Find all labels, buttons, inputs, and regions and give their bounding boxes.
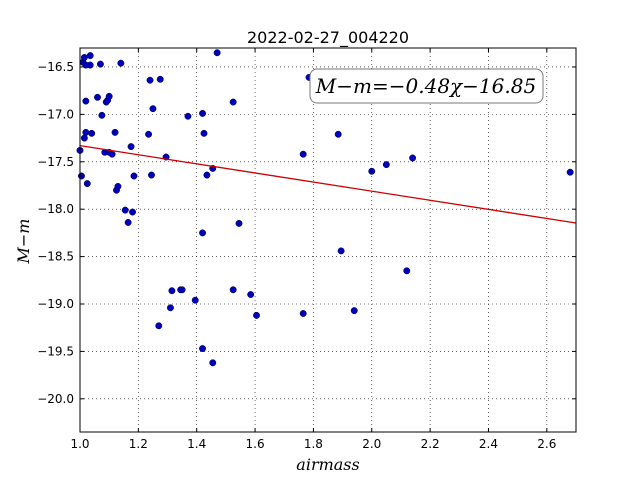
data-point (156, 75, 164, 83)
fit-line (79, 145, 577, 224)
data-point (299, 310, 307, 317)
data-point (121, 206, 129, 214)
data-point (203, 171, 211, 179)
annotation-box: M−m=−0.48χ−16.85 (309, 68, 544, 104)
data-point (130, 172, 138, 180)
data-point (247, 291, 255, 298)
x-tick-label: 1.6 (246, 437, 265, 451)
y-axis-label: M−m (14, 219, 33, 265)
data-point (146, 76, 154, 84)
x-tick-label: 2.0 (362, 437, 381, 451)
y-tick-label: −18.0 (37, 202, 74, 216)
data-point (213, 49, 221, 57)
data-point (127, 143, 135, 151)
y-tick-label: −20.0 (37, 392, 74, 406)
x-tick-label: 2.6 (537, 437, 556, 451)
x-tick-label: 2.4 (479, 437, 498, 451)
data-point (566, 168, 574, 176)
data-point (200, 129, 208, 137)
data-point (78, 172, 85, 180)
y-tick-label: −17.0 (37, 107, 74, 121)
data-point (86, 52, 94, 60)
data-point (350, 307, 358, 315)
data-point (114, 182, 122, 190)
x-tick-label: 1.2 (129, 437, 148, 451)
data-point (124, 219, 132, 226)
data-point (235, 219, 243, 227)
x-tick-label: 1.0 (70, 437, 89, 451)
data-point (117, 59, 125, 67)
data-point (149, 105, 157, 113)
data-point (199, 229, 206, 237)
data-point (337, 247, 345, 255)
data-point (98, 111, 106, 119)
chart-title: 2022-02-27_004220 (247, 28, 409, 48)
axis-ticks: 1.0 1.2 1.4 1.6 1.8 2.0 2.2 2.4 2.6 −16.5 −17.0 −17… (37, 48, 576, 451)
data-point (148, 171, 155, 179)
data-point (368, 167, 376, 175)
data-point (334, 130, 342, 138)
data-point (96, 60, 104, 68)
data-point (83, 180, 91, 188)
data-point (145, 130, 153, 138)
data-point (111, 128, 119, 136)
data-point (80, 134, 88, 142)
y-tick-label: −17.5 (37, 155, 74, 169)
data-point (88, 129, 96, 137)
data-point (155, 322, 163, 330)
data-point (94, 93, 101, 101)
data-point (229, 98, 237, 106)
fit-equation: M−m=−0.48χ−16.85 (315, 74, 536, 98)
data-point (253, 311, 260, 319)
data-point (86, 61, 94, 69)
data-point (105, 92, 113, 100)
data-point (178, 286, 186, 294)
y-tick-label: −19.0 (37, 297, 74, 311)
data-point (382, 161, 390, 169)
data-point (129, 208, 136, 216)
x-tick-label: 1.8 (304, 437, 323, 451)
x-tick-label: 1.4 (187, 437, 206, 451)
data-point (191, 296, 199, 304)
data-point (168, 287, 176, 295)
fit-line-group (79, 145, 577, 224)
data-point (403, 267, 411, 275)
y-tick-label: −18.5 (37, 250, 74, 264)
data-point (82, 128, 90, 136)
data-point (199, 345, 206, 353)
data-point (299, 150, 307, 158)
data-point (199, 109, 206, 117)
plot-frame (79, 47, 577, 433)
data-point (184, 112, 192, 120)
y-tick-label: −19.5 (37, 344, 74, 358)
data-point (229, 286, 237, 294)
x-axis-label: airmass (296, 455, 359, 474)
data-points (76, 49, 574, 367)
data-point (108, 150, 116, 158)
data-point (209, 359, 217, 367)
grid (79, 48, 576, 432)
x-tick-label: 2.2 (421, 437, 440, 451)
annotation-box-frame (309, 68, 544, 104)
data-point (80, 54, 88, 61)
data-point (409, 154, 417, 162)
data-point (166, 304, 174, 312)
data-point (82, 97, 90, 105)
y-tick-label: −16.5 (37, 60, 74, 74)
